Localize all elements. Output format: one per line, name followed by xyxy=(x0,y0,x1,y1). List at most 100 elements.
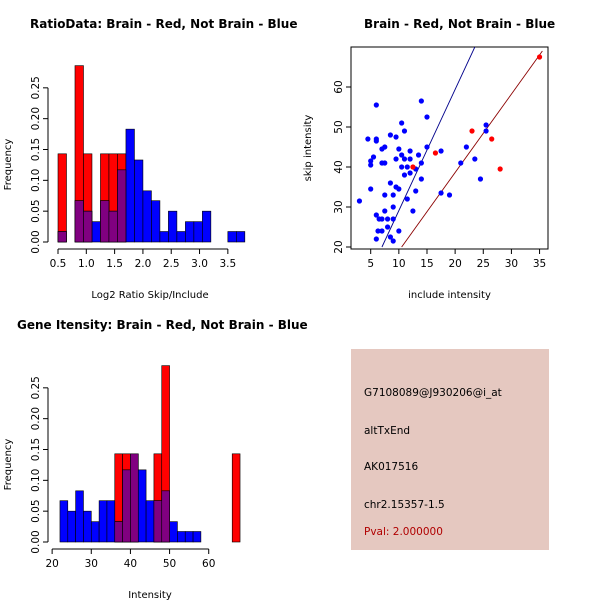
location: chr2.15357-1.5 xyxy=(364,499,445,511)
point-notbrain-24 xyxy=(387,180,393,186)
point-notbrain-59 xyxy=(458,160,464,166)
bar-notbrain-2-11 xyxy=(145,500,155,543)
x-tick-label-1-3: 20 xyxy=(448,258,461,270)
y-tick-label-0-3: 0.15 xyxy=(30,138,42,161)
point-notbrain-35 xyxy=(396,228,402,234)
point-notbrain-40 xyxy=(401,156,408,162)
accession: AK017516 xyxy=(364,461,419,473)
x-tick-label-0-5: 3.0 xyxy=(191,258,208,270)
point-notbrain-42 xyxy=(404,164,410,170)
bar-overlap-2-9 xyxy=(130,453,139,543)
point-notbrain-20 xyxy=(382,208,388,214)
bar-notbrain-0-7 xyxy=(125,128,135,243)
point-notbrain-50 xyxy=(415,152,422,158)
point-notbrain-64 xyxy=(483,122,489,128)
point-notbrain-27 xyxy=(390,204,396,210)
point-notbrain-23 xyxy=(387,132,393,138)
x-tick-label-1-4: 25 xyxy=(477,258,490,270)
point-notbrain-21 xyxy=(384,224,391,230)
y-tick-label-0-5: 0.25 xyxy=(30,76,42,99)
point-notbrain-31 xyxy=(393,156,399,162)
y-tick-label-2-2: 0.10 xyxy=(30,469,42,492)
point-notbrain-15 xyxy=(379,228,385,234)
point-notbrain-4 xyxy=(368,158,374,164)
bar-notbrain-2-6 xyxy=(106,500,116,543)
info-panel: G7108089@J930206@i_at altTxEnd AK017516 … xyxy=(351,349,549,550)
point-brain-1 xyxy=(432,150,439,156)
point-notbrain-38 xyxy=(399,164,405,170)
point-notbrain-18 xyxy=(382,160,388,166)
x-axis-label-2: Intensity xyxy=(128,590,172,600)
x-tick-label-1-5: 30 xyxy=(505,258,518,270)
bar-notbrain-0-11 xyxy=(159,231,169,243)
bar-notbrain-0-12 xyxy=(168,210,178,243)
point-notbrain-45 xyxy=(407,156,413,162)
y-tick-label-2-5: 0.25 xyxy=(30,376,42,399)
x-tick-label-2-1: 30 xyxy=(85,558,98,570)
bar-notbrain-2-2 xyxy=(75,490,84,543)
x-tick-label-0-3: 2.0 xyxy=(135,258,152,270)
bar-notbrain-0-15 xyxy=(193,221,203,243)
point-notbrain-19 xyxy=(382,192,388,198)
point-notbrain-25 xyxy=(387,234,393,240)
point-notbrain-10 xyxy=(373,236,379,242)
point-brain-4 xyxy=(497,166,503,172)
bar-overlap-2-12 xyxy=(153,500,163,543)
x-tick-label-1-1: 10 xyxy=(392,258,405,270)
y-tick-label-2-4: 0.20 xyxy=(30,407,42,430)
bar-notbrain-2-10 xyxy=(137,469,147,543)
x-tick-label-0-0: 0.5 xyxy=(50,258,67,270)
point-notbrain-30 xyxy=(393,134,399,140)
bar-overlap-0-2 xyxy=(83,210,93,243)
point-notbrain-9 xyxy=(373,212,379,218)
point-notbrain-22 xyxy=(384,216,391,222)
probe-id: G7108089@J930206@i_at xyxy=(364,387,502,399)
point-brain-5 xyxy=(536,54,543,60)
x-tick-label-2-0: 20 xyxy=(45,558,58,570)
y-tick-label-2-1: 0.05 xyxy=(30,499,42,522)
bar-notbrain-2-5 xyxy=(98,500,108,543)
point-notbrain-14 xyxy=(379,216,385,222)
y-axis-label-2: Frequency xyxy=(3,439,14,491)
x-tick-label-0-4: 2.5 xyxy=(163,258,180,270)
y-tick-label-2-0: 0.00 xyxy=(30,530,42,553)
bar-notbrain-0-3 xyxy=(91,221,101,243)
point-notbrain-62 xyxy=(477,176,484,182)
x-tick-label-1-6: 35 xyxy=(533,258,546,270)
y-axis-label-0: Frequency xyxy=(3,139,14,191)
y-tick-label-0-2: 0.10 xyxy=(30,169,42,192)
plot-frame-1 xyxy=(350,46,549,250)
bar-overlap-2-8 xyxy=(122,469,131,543)
point-notbrain-56 xyxy=(438,148,444,154)
pval: Pval: 2.000000 xyxy=(364,526,443,538)
bar-brain-0-0 xyxy=(57,153,67,243)
point-notbrain-54 xyxy=(424,144,430,150)
point-notbrain-39 xyxy=(401,128,408,134)
point-brain-0 xyxy=(410,164,416,170)
y-tick-label-0-1: 0.05 xyxy=(30,199,42,222)
bar-notbrain-0-14 xyxy=(185,221,195,243)
x-tick-label-2-2: 40 xyxy=(124,558,137,570)
point-notbrain-46 xyxy=(407,170,413,176)
point-notbrain-3 xyxy=(368,162,374,168)
bar-notbrain-0-10 xyxy=(151,200,161,243)
point-notbrain-57 xyxy=(438,190,444,196)
point-notbrain-0 xyxy=(356,198,363,204)
bar-notbrain-2-16 xyxy=(184,531,194,543)
y-tick-label-0-0: 0.00 xyxy=(30,230,42,253)
point-notbrain-17 xyxy=(382,144,388,150)
point-notbrain-26 xyxy=(390,216,396,222)
bar-notbrain-2-15 xyxy=(177,531,186,543)
y-tick-label-1-1: 30 xyxy=(333,200,345,213)
bar-notbrain-0-16 xyxy=(202,210,212,243)
point-notbrain-2 xyxy=(368,186,374,192)
x-tick-label-0-1: 1.0 xyxy=(78,258,95,270)
y-axis-label-1: skip intensity xyxy=(303,115,314,182)
chart-title-1: Brain - Red, Not Brain - Blue xyxy=(364,17,555,31)
point-notbrain-28 xyxy=(390,192,396,198)
point-notbrain-43 xyxy=(404,196,410,202)
point-notbrain-29 xyxy=(390,238,396,244)
y-tick-label-0-4: 0.20 xyxy=(30,107,42,130)
event-type: altTxEnd xyxy=(364,425,411,437)
